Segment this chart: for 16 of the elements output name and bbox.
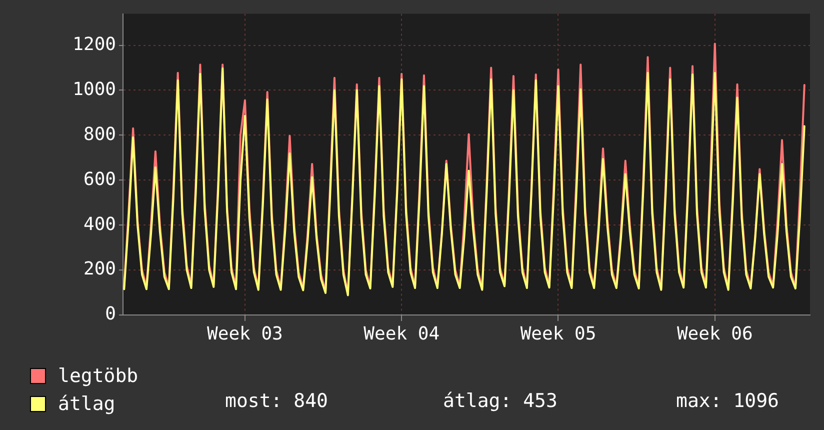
y-tick-label: 600 (83, 168, 116, 190)
y-tick-label: 400 (83, 214, 116, 235)
y-tick-label: 1200 (72, 34, 116, 55)
x-tick-label: Week 05 (520, 323, 596, 344)
y-tick-label: 200 (83, 258, 116, 280)
text: most: 840 (225, 390, 328, 412)
legend-label: átlag (58, 393, 116, 415)
legend-label: legtöbb (58, 365, 138, 387)
text: átlag: 453 (443, 390, 558, 412)
y-tick-label: 0 (105, 304, 116, 325)
x-tick-label: Week 04 (364, 323, 440, 344)
x-tick-label: Week 06 (676, 323, 753, 344)
x-tick-label: Week 03 (207, 323, 283, 344)
text: max: 1096 (676, 390, 779, 412)
y-tick-label: 1000 (72, 78, 116, 100)
y-tick-label: 800 (83, 124, 116, 145)
